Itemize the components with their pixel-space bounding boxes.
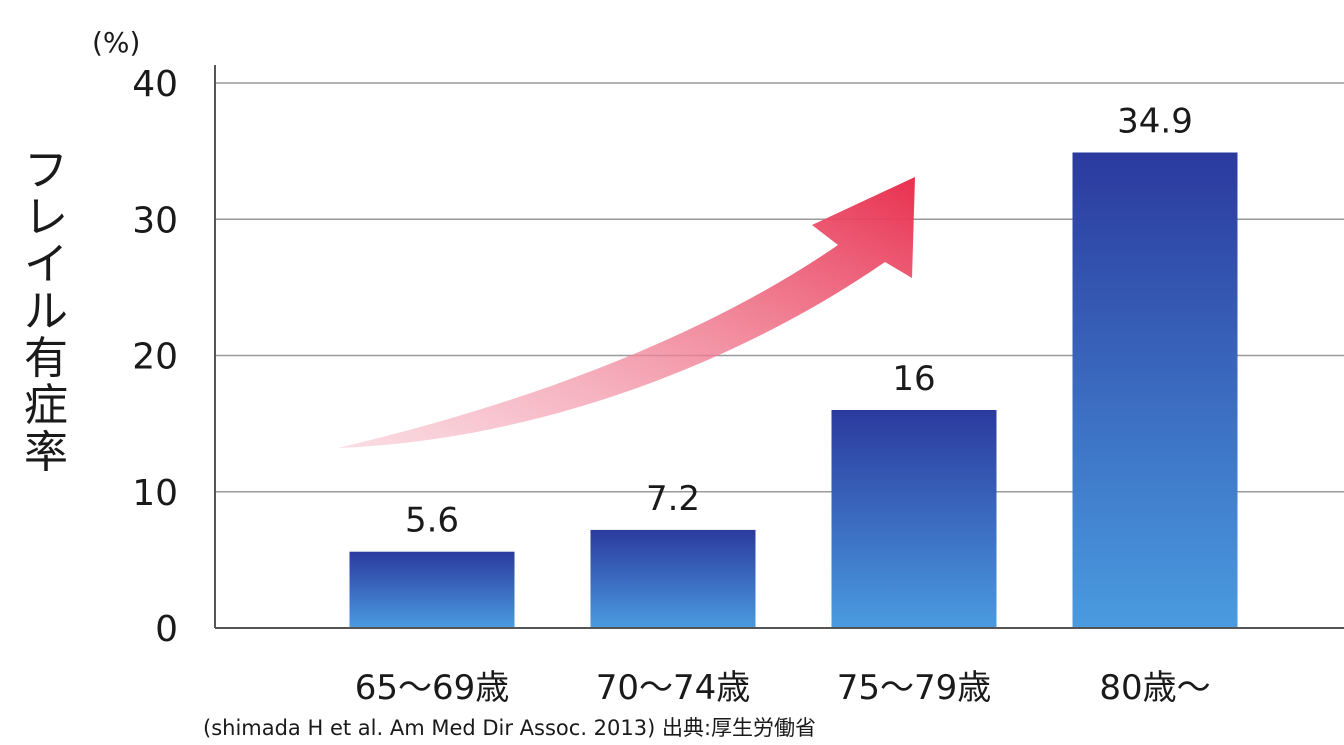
category-label: 75～79歳 <box>837 668 992 708</box>
category-label: 70～74歳 <box>596 668 751 708</box>
data-label: 5.6 <box>405 501 459 541</box>
source-label: (shimada H et al. Am Med Dir Assoc. 2013… <box>203 716 816 740</box>
y-tick-label: 40 <box>132 64 178 105</box>
y-axis-label-char: フ <box>24 145 68 196</box>
data-label: 34.9 <box>1117 101 1193 141</box>
y-tick-labels: 0 10 20 30 40 <box>132 64 178 650</box>
category-label: 80歳～ <box>1099 668 1210 708</box>
data-label: 7.2 <box>646 479 700 519</box>
trend-arrow-icon <box>338 177 915 448</box>
bar <box>1072 152 1238 629</box>
y-axis-label-char: イ <box>24 239 68 290</box>
y-tick-label: 0 <box>155 609 178 650</box>
unit-label: (%) <box>92 26 140 59</box>
y-axis-label-char: 率 <box>24 427 68 478</box>
y-tick-label: 10 <box>132 473 178 514</box>
y-tick-label: 30 <box>132 200 178 241</box>
bar <box>831 410 997 628</box>
bar <box>349 551 515 628</box>
y-axis-label-char: ル <box>24 286 68 337</box>
data-labels: 5.6 7.2 16 34.9 <box>405 101 1193 540</box>
y-axis-label-char: 症 <box>24 380 68 431</box>
category-labels: 65～69歳 70～74歳 75～79歳 80歳～ <box>355 668 1211 708</box>
bar <box>590 529 756 628</box>
y-tick-label: 20 <box>132 337 178 378</box>
bars <box>349 152 1238 629</box>
y-axis-label-char: 有 <box>24 333 68 384</box>
y-axis-label-char: レ <box>24 192 68 243</box>
data-label: 16 <box>892 359 935 399</box>
category-label: 65～69歳 <box>355 668 510 708</box>
